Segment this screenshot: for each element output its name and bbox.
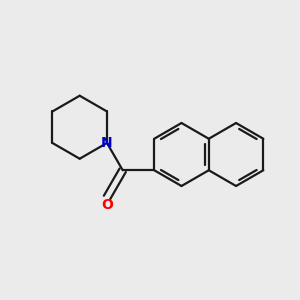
Text: N: N [101, 136, 113, 150]
Text: O: O [101, 198, 113, 212]
